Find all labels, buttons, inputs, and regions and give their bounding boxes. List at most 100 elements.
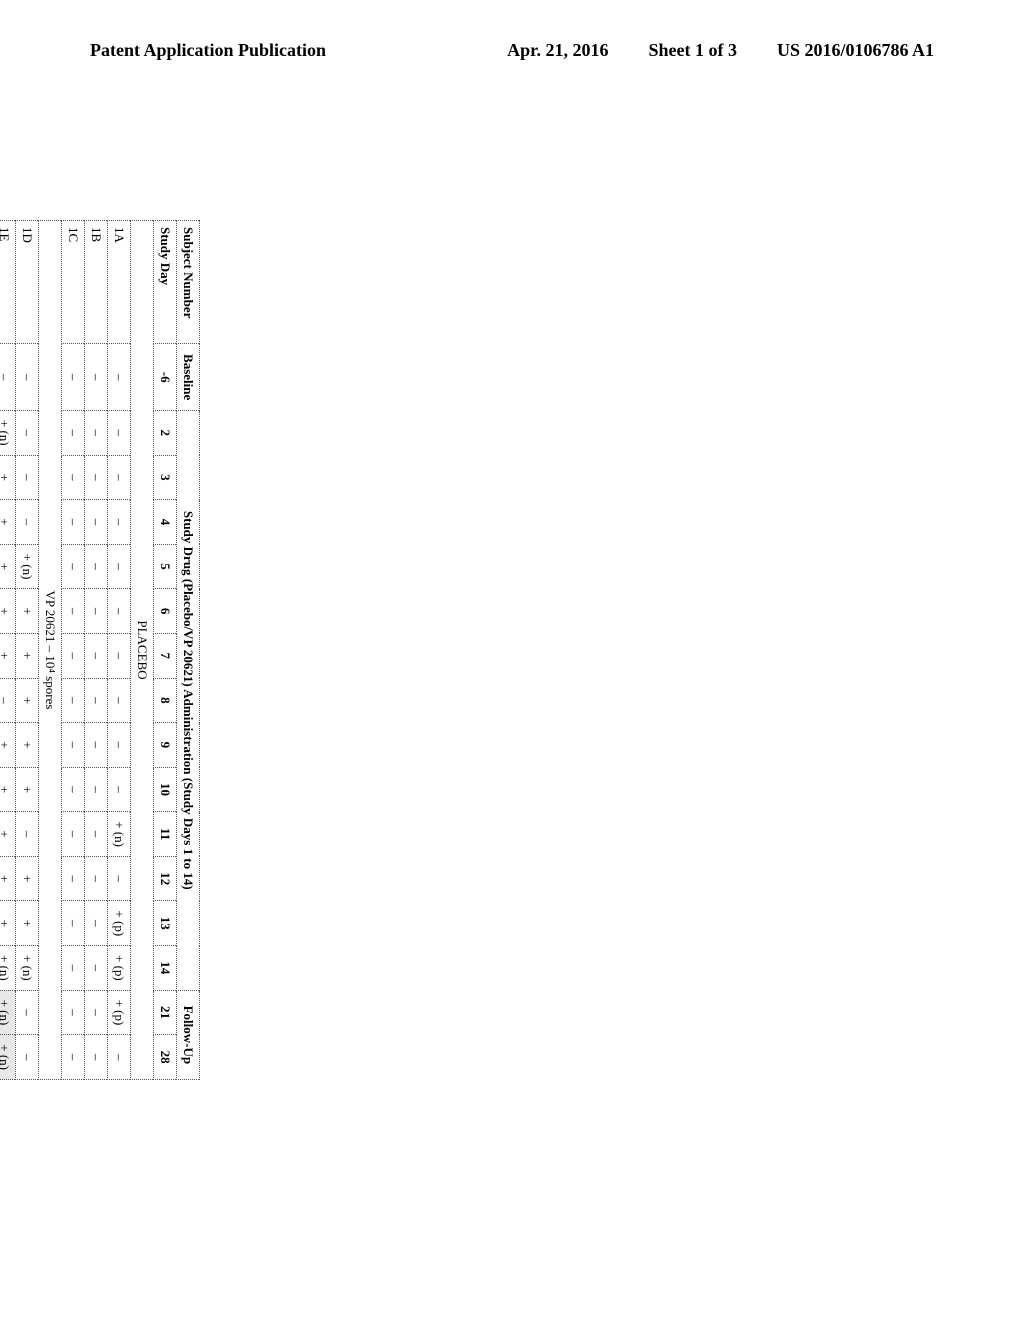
studyday-col: 11 [154,812,177,857]
cell: – [108,723,131,768]
col-studydrug: Study Drug (Placebo/VP 20621) Administra… [177,410,200,990]
cell: – [62,633,85,678]
cell: + (n) [108,812,131,857]
studyday-col: -6 [154,344,177,411]
cell: – [16,455,39,500]
cell: – [85,812,108,857]
studyday-col: 21 [154,990,177,1035]
cell: – [62,723,85,768]
cell: + (p) [108,990,131,1035]
cell: – [16,410,39,455]
cell: + (n) [0,410,16,455]
cell: + [0,589,16,634]
studyday-col: 9 [154,723,177,768]
col-followup: Follow-Up [177,990,200,1079]
cell: – [62,856,85,901]
cell: – [62,500,85,545]
cell: + [16,901,39,946]
cell: – [85,901,108,946]
cell: – [85,723,108,768]
cell: + (n) [16,946,39,991]
cell: + [16,856,39,901]
cell: + [16,723,39,768]
cell: – [62,344,85,411]
cell: – [108,1035,131,1080]
row-id: 1A [108,221,131,344]
cell: – [108,500,131,545]
cell: + (n) [0,990,16,1035]
cell: + [16,589,39,634]
cell: + [0,455,16,500]
cell: + [0,500,16,545]
cell: + (p) [108,901,131,946]
figure-area: Subject Number Baseline Study Drug (Plac… [0,220,200,1080]
cell: – [0,344,16,411]
cell: – [85,856,108,901]
cell: – [85,767,108,812]
cell: – [85,500,108,545]
row-id: 1B [85,221,108,344]
table-row: 1B–––––––––––––––– [85,221,108,1080]
cell: – [16,344,39,411]
cell: – [62,767,85,812]
studyday-col: 6 [154,589,177,634]
cell: + (p) [108,946,131,991]
cell: – [108,410,131,455]
cell: + [0,856,16,901]
studyday-col: 3 [154,455,177,500]
cell: – [85,544,108,589]
studyday-col: 7 [154,633,177,678]
cell: – [108,767,131,812]
header-date: Apr. 21, 2016 [507,40,608,61]
col-subject: Subject Number [177,221,200,344]
cell: – [62,544,85,589]
studyday-col: 14 [154,946,177,991]
cell: – [62,946,85,991]
cell: – [16,990,39,1035]
studyday-col: 4 [154,500,177,545]
row-id: 1C [62,221,85,344]
cell: + [0,633,16,678]
cell: – [62,901,85,946]
row-id: 1D [16,221,39,344]
table-row: 1D––––+ (n)+++++–+++ (n)–– [16,221,39,1080]
section-placebo: PLACEBO [131,221,154,1080]
cell: – [85,455,108,500]
section-vp: VP 20621 – 10⁴ spores [39,221,62,1080]
cell: – [62,990,85,1035]
table-row: 1C–––––––––––––––– [62,221,85,1080]
col-baseline: Baseline [177,344,200,411]
studyday-col: 2 [154,410,177,455]
placebo-body: 1A––––––––––+ (n)–+ (p)+ (p)+ (p)–1B––––… [62,221,131,1080]
cell: – [85,589,108,634]
studyday-col: 13 [154,901,177,946]
cell: – [0,678,16,723]
studyday-col: 5 [154,544,177,589]
cell: – [85,633,108,678]
cell: + [16,678,39,723]
cell: + (n) [0,946,16,991]
cell: – [16,812,39,857]
vp-body: 1D––––+ (n)+++++–+++ (n)––1E–+ (n)+++++–… [0,221,39,1080]
header-right-group: Apr. 21, 2016 Sheet 1 of 3 US 2016/01067… [507,40,934,61]
cell: + [0,544,16,589]
row-id: 1E [0,221,16,344]
studyday-label: Study Day [154,221,177,344]
table-row: 1A––––––––––+ (n)–+ (p)+ (p)+ (p)– [108,221,131,1080]
studyday-col: 12 [154,856,177,901]
cell: – [85,410,108,455]
cell: – [16,1035,39,1080]
page-header: Patent Application Publication Apr. 21, … [0,0,1024,71]
cell: + (n) [0,1035,16,1080]
section-placebo-label: PLACEBO [131,221,154,1080]
cell: – [62,1035,85,1080]
studyday-row: Study Day-62345678910111213142128 [154,221,177,1080]
cell: – [85,990,108,1035]
cell: – [85,344,108,411]
header-left: Patent Application Publication [90,40,326,61]
studyday-col: 8 [154,678,177,723]
studyday-col: 28 [154,1035,177,1080]
cell: – [62,455,85,500]
cell: – [108,633,131,678]
cell: – [85,1035,108,1080]
